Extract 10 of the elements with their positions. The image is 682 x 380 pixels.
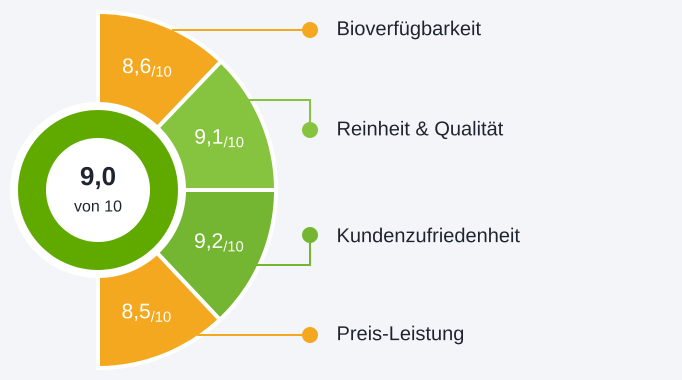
- text: von 10: [74, 200, 122, 212]
- data-label: 8,5$_{/10}$: [122, 304, 171, 322]
- category-label: Bioverfügbarkeit: [338, 20, 481, 40]
- text: 9,0: [80, 166, 116, 190]
- data-label: 9,2$_{/10}$: [195, 233, 244, 252]
- data-label: 8,6$_{/10}$: [123, 58, 172, 77]
- data-label: 9,1$_{/10}$: [195, 128, 244, 148]
- category-label: Reinheit & Qualität: [338, 120, 504, 140]
- category-label: Preis-Leistung: [338, 326, 464, 344]
- category-label: Kundenzufriedenheit: [338, 228, 520, 242]
